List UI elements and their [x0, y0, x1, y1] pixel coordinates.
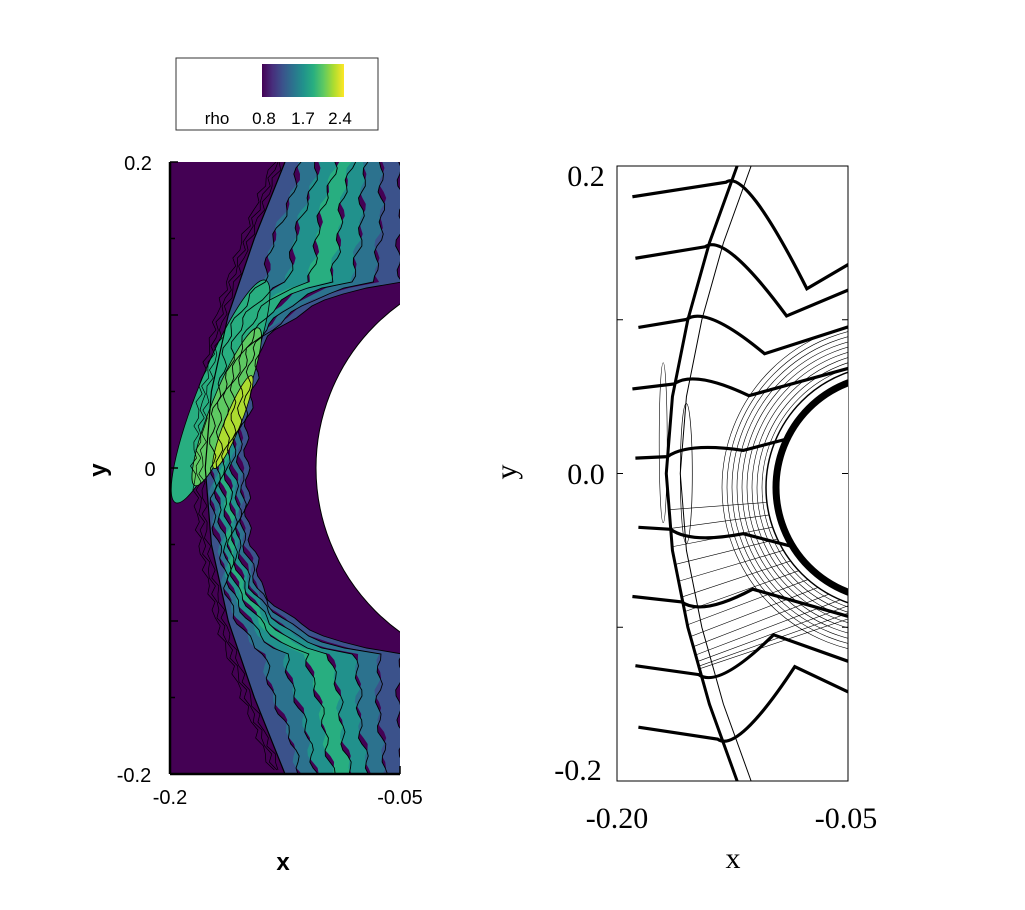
thin-contour [675, 538, 778, 565]
streamline-field [632, 166, 848, 781]
y-tick-label: 0.2 [124, 153, 152, 175]
legend-variable-label: rho [205, 109, 230, 128]
thin-contour [751, 357, 848, 618]
legend-tick-label: 0.8 [252, 109, 276, 128]
contour-line [190, 162, 277, 771]
thin-contour [695, 599, 841, 656]
shock-line-inner [679, 166, 752, 781]
thin-contour [756, 362, 848, 613]
density-band [238, 162, 400, 774]
y-tick-label: -0.2 [117, 765, 151, 787]
thin-contour [690, 587, 819, 637]
thin-contour [658, 362, 668, 524]
boundary-layer-ring [765, 371, 848, 604]
thin-contour [746, 352, 848, 623]
y-tick-label: 0.2 [567, 160, 605, 193]
density-band [230, 162, 388, 774]
left-axes: 0.2 0 -0.2 -0.2 -0.05 x y [85, 153, 423, 876]
streamline [632, 179, 848, 291]
x-tick-label: -0.05 [377, 787, 423, 809]
density-band [205, 162, 302, 774]
thin-contour [684, 570, 799, 612]
contour-line [213, 162, 319, 774]
streamline [638, 664, 848, 743]
contour-line [198, 162, 282, 771]
density-band [223, 162, 369, 774]
streamline-plot: 0.2 0.0 -0.2 -0.20 -0.05 x y [490, 160, 878, 875]
legend-tick-label: 1.7 [291, 109, 315, 128]
contour-line [223, 162, 357, 774]
thin-contour [761, 367, 848, 608]
y-tick-label: 0 [144, 459, 155, 481]
x-axis-label: x [276, 849, 290, 876]
x-tick-label: -0.05 [815, 802, 878, 835]
density-field [170, 162, 400, 774]
contour-line [235, 162, 388, 774]
thin-contour [741, 346, 848, 629]
thin-contour [669, 502, 767, 510]
colorbar [262, 64, 344, 97]
density-plot: rho 0.8 1.7 2.4 0.2 0 -0.2 -0.2 -0.05 x … [85, 57, 423, 876]
thin-contour [731, 336, 848, 639]
colorbar-legend: rho 0.8 1.7 2.4 [175, 57, 379, 131]
x-tick-label: -0.2 [153, 787, 187, 809]
tick-marks [617, 165, 848, 782]
thin-contour [726, 331, 848, 644]
contour-line [228, 162, 369, 774]
thin-contour [697, 605, 848, 662]
thin-contour [678, 550, 784, 582]
y-axis-label: y [85, 463, 112, 477]
thin-contours [658, 326, 848, 670]
tick-marks [169, 161, 401, 775]
shock-line [664, 166, 739, 781]
contour-line [218, 162, 338, 774]
contour-lines [190, 162, 400, 774]
x-axis-label: x [726, 842, 741, 875]
legend-tick-label: 2.4 [328, 109, 352, 128]
y-tick-label: 0.0 [567, 458, 605, 491]
contour-line [243, 162, 400, 774]
thin-contour [681, 560, 791, 598]
thin-contour [736, 341, 848, 634]
y-axis-label: y [490, 465, 523, 480]
shock-line [204, 162, 286, 774]
contour-line [195, 162, 279, 771]
thin-contour [721, 326, 848, 649]
contour-line [209, 162, 302, 774]
thin-contour [670, 514, 770, 529]
cylinder-body [315, 303, 400, 633]
x-tick-label: -0.20 [586, 802, 649, 835]
cylinder-body [772, 379, 848, 596]
thin-contour [687, 579, 809, 626]
y-tick-label: -0.2 [554, 754, 602, 787]
